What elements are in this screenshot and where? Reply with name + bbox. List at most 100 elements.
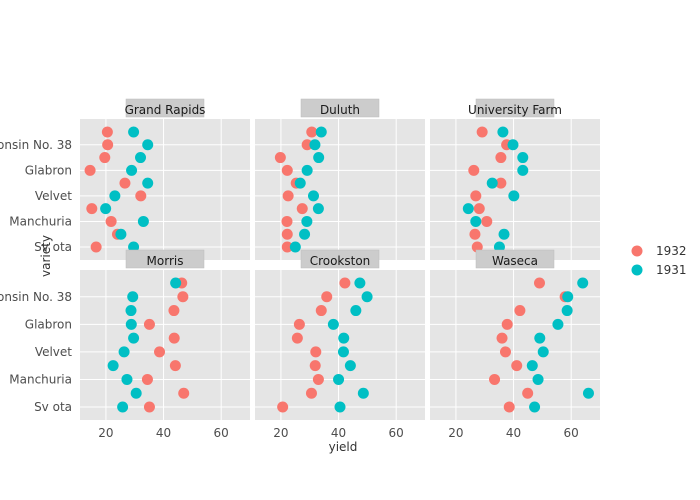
point-1931 bbox=[537, 346, 549, 358]
point-1932 bbox=[277, 401, 289, 413]
point-1932 bbox=[533, 277, 545, 289]
point-1932 bbox=[281, 241, 293, 253]
point-1931 bbox=[130, 387, 142, 399]
point-1931 bbox=[137, 215, 149, 227]
point-1931 bbox=[309, 139, 321, 151]
point-1932 bbox=[495, 177, 507, 189]
point-1931 bbox=[582, 387, 594, 399]
point-1931 bbox=[315, 126, 327, 138]
point-1931 bbox=[121, 373, 133, 385]
x-axis-title: yield bbox=[329, 440, 358, 454]
point-1932 bbox=[339, 277, 351, 289]
point-1931 bbox=[577, 277, 589, 289]
point-1932 bbox=[291, 332, 303, 344]
point-1931 bbox=[361, 291, 373, 303]
point-1931 bbox=[128, 332, 140, 344]
facet-strip-label: Duluth bbox=[320, 103, 360, 117]
point-1932 bbox=[143, 318, 155, 330]
y-tick-label: Sv ota bbox=[34, 240, 72, 254]
point-1931 bbox=[529, 401, 541, 413]
facet-strip-label: Morris bbox=[147, 254, 184, 268]
y-axis-title: variety bbox=[39, 235, 53, 277]
panel-morris: Morris 20 40 60 Sv ota Manchuria Velvet Glabron… bbox=[0, 249, 250, 440]
point-1932 bbox=[514, 305, 526, 317]
point-1931 bbox=[517, 164, 529, 176]
point-1932 bbox=[469, 228, 481, 240]
point-1932 bbox=[306, 126, 318, 138]
y-tick-label: onsin No. 38 bbox=[0, 138, 72, 152]
point-1931 bbox=[552, 318, 564, 330]
point-1932 bbox=[495, 152, 507, 164]
point-1932 bbox=[499, 346, 511, 358]
facet-strip-label: Grand Rapids bbox=[125, 103, 206, 117]
x-tick-label: 60 bbox=[389, 426, 404, 440]
point-1931 bbox=[327, 318, 339, 330]
point-1931 bbox=[118, 346, 130, 358]
point-1932 bbox=[522, 387, 534, 399]
point-1931 bbox=[289, 241, 301, 253]
point-1931 bbox=[357, 387, 369, 399]
point-1931 bbox=[135, 152, 147, 164]
point-1932 bbox=[86, 203, 98, 215]
legend-label-1931: 1931 bbox=[656, 263, 687, 277]
point-1931 bbox=[142, 139, 154, 151]
x-tick-label: 20 bbox=[448, 426, 463, 440]
point-1932 bbox=[274, 152, 286, 164]
facet-strip-label: Waseca bbox=[492, 254, 538, 268]
legend: 1932 1931 bbox=[631, 244, 687, 277]
point-1931 bbox=[307, 190, 319, 202]
point-1931 bbox=[312, 203, 324, 215]
point-1932 bbox=[119, 177, 131, 189]
y-tick-label: Manchuria bbox=[9, 214, 72, 228]
point-1932 bbox=[468, 164, 480, 176]
point-1931 bbox=[301, 164, 313, 176]
point-1932 bbox=[293, 318, 305, 330]
point-1931 bbox=[350, 305, 362, 317]
facet-strip-label: Crookston bbox=[310, 254, 371, 268]
point-1932 bbox=[168, 332, 180, 344]
point-1931 bbox=[532, 373, 544, 385]
point-1932 bbox=[141, 373, 153, 385]
point-1931 bbox=[128, 126, 140, 138]
point-1931 bbox=[142, 177, 154, 189]
panel-waseca: Waseca 20 40 60 bbox=[430, 249, 600, 440]
point-1932 bbox=[178, 387, 190, 399]
point-1932 bbox=[321, 291, 333, 303]
point-1932 bbox=[315, 305, 327, 317]
point-1931 bbox=[109, 190, 121, 202]
point-1932 bbox=[135, 190, 147, 202]
point-1932 bbox=[501, 318, 513, 330]
point-1932 bbox=[90, 241, 102, 253]
point-1932 bbox=[281, 215, 293, 227]
point-1932 bbox=[309, 360, 321, 372]
point-1932 bbox=[503, 401, 515, 413]
point-1931 bbox=[526, 360, 538, 372]
point-1931 bbox=[334, 401, 346, 413]
point-1932 bbox=[101, 126, 113, 138]
point-1932 bbox=[489, 373, 501, 385]
point-1931 bbox=[561, 305, 573, 317]
point-1932 bbox=[496, 332, 508, 344]
point-1931 bbox=[508, 190, 520, 202]
point-1931 bbox=[354, 277, 366, 289]
panel-university-farm: University Farm bbox=[430, 98, 600, 260]
x-tick-label: 20 bbox=[98, 426, 113, 440]
legend-marker-1931 bbox=[631, 264, 643, 276]
point-1932 bbox=[177, 291, 189, 303]
point-1932 bbox=[470, 190, 482, 202]
legend-label-1932: 1932 bbox=[656, 244, 687, 258]
point-1931 bbox=[344, 360, 356, 372]
point-1932 bbox=[168, 305, 180, 317]
point-1931 bbox=[338, 332, 350, 344]
facet-strip bbox=[475, 249, 555, 269]
point-1931 bbox=[294, 177, 306, 189]
point-1932 bbox=[154, 346, 166, 358]
point-1931 bbox=[497, 126, 509, 138]
point-1931 bbox=[126, 164, 138, 176]
point-1931 bbox=[333, 373, 345, 385]
facet-strip bbox=[300, 98, 380, 118]
point-1932 bbox=[281, 228, 293, 240]
point-1932 bbox=[296, 203, 308, 215]
point-1932 bbox=[169, 360, 181, 372]
x-tick-label: 60 bbox=[564, 426, 579, 440]
